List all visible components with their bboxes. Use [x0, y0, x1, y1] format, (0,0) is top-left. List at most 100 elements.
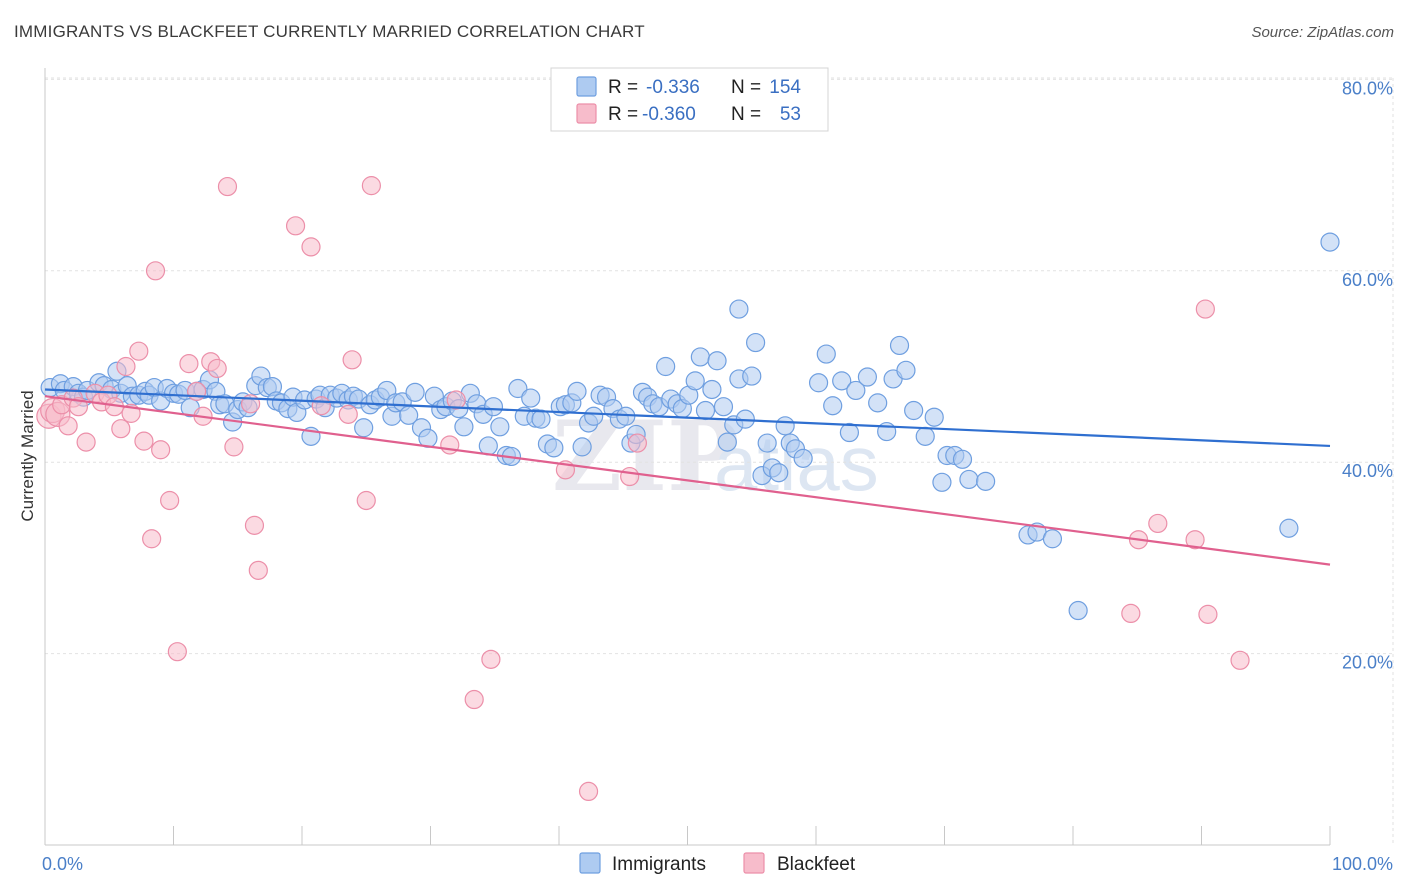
immigrants-points — [40, 232, 1340, 621]
blackfeet-point-51 — [1185, 530, 1205, 550]
immigrants-point-120 — [742, 366, 762, 386]
trend-lines — [44, 388, 1331, 566]
immigrants-point-125 — [769, 463, 789, 483]
immigrants-point-142 — [904, 400, 924, 421]
immigrants-trend-line — [44, 388, 1331, 448]
immigrants-point-114 — [707, 351, 727, 371]
immigrants-point-136 — [857, 367, 878, 387]
immigrants-point-153 — [1042, 529, 1063, 549]
immigrants-point-84 — [531, 409, 551, 429]
blackfeet-point-32 — [285, 216, 306, 236]
bottom-legend-blackfeet: Blackfeet — [777, 854, 856, 875]
legend-r-value-1: -0.336 — [646, 77, 700, 98]
immigrants-point-93 — [584, 406, 604, 426]
y-tick-label-0: 20.0% — [1342, 653, 1393, 673]
immigrants-point-157 — [729, 299, 749, 319]
source-credit: Source: ZipAtlas.com — [1251, 24, 1394, 41]
immigrants-point-86 — [544, 438, 564, 458]
immigrants-point-54 — [354, 418, 374, 438]
blackfeet-point-33 — [301, 237, 321, 257]
legend-r-label-2: R = — [608, 104, 638, 125]
immigrants-point-130 — [808, 373, 829, 393]
immigrants-point-148 — [952, 449, 973, 469]
blackfeet-point-40 — [446, 390, 466, 410]
blackfeet-point-7 — [76, 432, 96, 452]
blackfeet-point-27 — [217, 176, 238, 197]
legend-r-label-1: R = — [608, 77, 638, 98]
blackfeet-point-26 — [207, 358, 227, 379]
immigrants-point-105 — [656, 356, 676, 377]
blackfeet-point-28 — [224, 437, 244, 457]
y-tick-label-3: 80.0% — [1342, 78, 1393, 98]
immigrants-point-145 — [932, 472, 952, 492]
legend-box — [550, 67, 829, 132]
blackfeet-point-36 — [342, 350, 362, 370]
legend-swatch-blackfeet — [576, 103, 597, 124]
legend-n-label-1: N = — [731, 77, 761, 98]
blackfeet-point-23 — [187, 381, 207, 401]
immigrants-point-111 — [690, 347, 710, 367]
blackfeet-point-13 — [116, 356, 136, 377]
legend-swatch-immigrants — [576, 76, 597, 97]
y-axis-label: Currently Married — [18, 390, 37, 521]
blackfeet-point-34 — [311, 396, 331, 416]
immigrants-point-110 — [685, 371, 705, 391]
immigrants-point-149 — [959, 469, 979, 490]
axes — [44, 68, 1331, 846]
blackfeet-point-50 — [1148, 513, 1168, 534]
immigrants-point-137 — [868, 393, 888, 413]
immigrants-point-126 — [775, 416, 795, 436]
immigrants-point-154 — [1068, 600, 1088, 621]
immigrants-point-140 — [889, 335, 910, 356]
x-tick-label-min: 0.0% — [42, 854, 83, 874]
y-tick-labels: 20.0% 40.0% 60.0% 80.0% — [1342, 78, 1393, 672]
blackfeet-point-41 — [464, 689, 484, 710]
blackfeet-point-53 — [1198, 604, 1218, 624]
immigrants-point-91 — [572, 437, 592, 457]
blackfeet-point-48 — [1121, 603, 1141, 624]
legend-n-value-1: 154 — [769, 77, 801, 98]
blackfeet-point-20 — [160, 490, 180, 511]
blackfeet-point-22 — [179, 354, 199, 374]
blackfeet-point-19 — [151, 440, 171, 460]
blackfeet-point-18 — [145, 261, 166, 281]
series-legend: Immigrants Blackfeet — [579, 852, 856, 875]
immigrants-point-71 — [454, 417, 474, 437]
immigrants-point-144 — [924, 407, 944, 427]
legend-r-value-2: -0.360 — [642, 104, 696, 125]
blackfeet-point-35 — [338, 404, 358, 424]
immigrants-point-80 — [508, 378, 528, 399]
immigrants-point-77 — [490, 417, 510, 437]
immigrants-point-115 — [713, 397, 734, 417]
immigrants-point-141 — [896, 360, 916, 380]
blackfeet-point-47 — [627, 433, 647, 453]
bottom-legend-immigrants: Immigrants — [612, 854, 706, 875]
blackfeet-trend-line — [44, 395, 1331, 566]
legend-n-label-2: N = — [731, 104, 761, 125]
immigrants-point-156 — [1320, 232, 1340, 252]
immigrants-point-155 — [1279, 518, 1299, 538]
blackfeet-point-21 — [167, 642, 187, 662]
immigrants-point-116 — [717, 432, 737, 452]
y-tick-label-2: 60.0% — [1342, 270, 1393, 290]
immigrants-point-121 — [746, 332, 766, 353]
blackfeet-point-16 — [134, 431, 154, 451]
immigrants-point-113 — [702, 379, 722, 400]
immigrants-point-132 — [823, 396, 843, 416]
immigrants-point-135 — [846, 380, 866, 401]
blackfeet-point-37 — [356, 490, 376, 511]
blackfeet-point-45 — [578, 781, 599, 802]
blackfeet-point-38 — [361, 176, 381, 196]
y-tick-label-1: 40.0% — [1342, 461, 1393, 481]
immigrants-point-82 — [521, 388, 541, 408]
immigrants-point-75 — [478, 436, 498, 456]
immigrants-point-143 — [915, 426, 935, 446]
legend-n-value-2: 53 — [780, 104, 801, 125]
blackfeet-point-12 — [111, 419, 131, 439]
blackfeet-point-31 — [248, 560, 268, 580]
blackfeet-point-39 — [440, 435, 460, 455]
x-tick-label-max: 100.0% — [1332, 854, 1393, 874]
immigrants-point-112 — [695, 400, 716, 421]
immigrants-point-150 — [976, 471, 996, 491]
blackfeet-point-42 — [481, 649, 501, 669]
